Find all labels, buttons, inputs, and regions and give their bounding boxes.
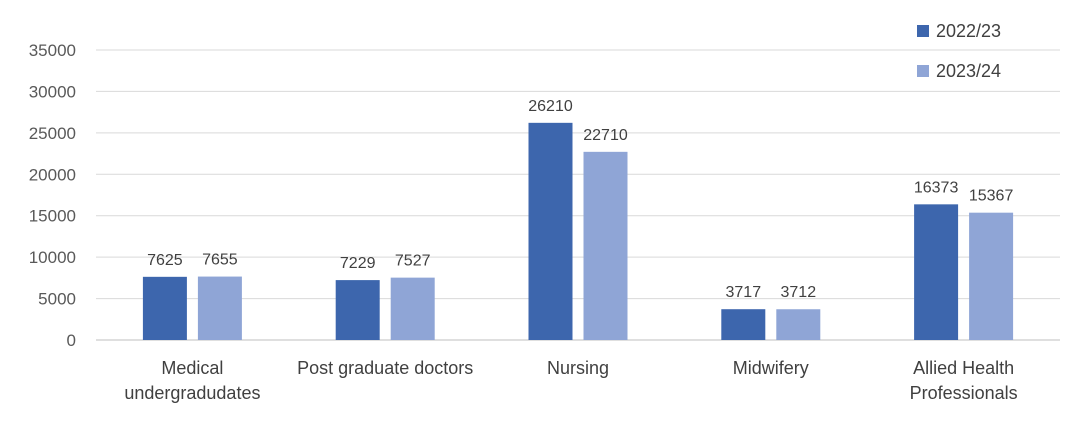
y-tick-label: 10000 — [29, 248, 76, 267]
gridlines — [96, 49, 1060, 341]
y-tick-label: 15000 — [29, 207, 76, 226]
bar — [528, 122, 573, 341]
data-label: 3712 — [781, 284, 817, 301]
legend: 2022/23 2023/24 — [917, 21, 1001, 81]
data-labels: 7625 7655 7229 7527 26210 22710 3717 3712 16373 1… — [147, 98, 1013, 301]
legend-swatch — [917, 65, 929, 77]
legend-swatch — [917, 25, 929, 37]
x-category-label: Allied Health — [913, 358, 1014, 378]
legend-label: 2023/24 — [936, 61, 1001, 81]
x-category-label: Professionals — [910, 383, 1018, 403]
x-category-label: Midwifery — [733, 358, 809, 378]
bar — [142, 276, 187, 340]
data-label: 3717 — [726, 284, 762, 301]
legend-label: 2022/23 — [936, 21, 1001, 41]
x-category-label: Post graduate doctors — [297, 358, 473, 378]
x-category-label: undergradudates — [124, 383, 260, 403]
y-tick-label: 5000 — [38, 290, 76, 309]
data-label: 15367 — [969, 188, 1014, 205]
bar — [197, 276, 242, 340]
bar — [914, 204, 959, 340]
bars — [142, 122, 1014, 341]
x-category-label: Nursing — [547, 358, 609, 378]
y-axis: 0 5000 10000 15000 20000 25000 30000 35000 — [29, 41, 76, 350]
data-label: 22710 — [583, 127, 628, 144]
y-tick-label: 20000 — [29, 165, 76, 184]
x-axis: Medical undergradudates Post graduate doct… — [124, 358, 1017, 403]
bar — [335, 280, 380, 340]
x-category-label: Medical — [161, 358, 223, 378]
y-tick-label: 25000 — [29, 124, 76, 143]
data-label: 26210 — [528, 98, 573, 115]
bar — [969, 212, 1014, 340]
bar — [776, 309, 821, 340]
data-label: 16373 — [914, 179, 959, 196]
data-label: 7655 — [202, 252, 238, 269]
bar — [721, 309, 766, 340]
data-label: 7229 — [340, 255, 376, 272]
bar — [390, 277, 435, 340]
data-label: 7527 — [395, 253, 431, 270]
y-tick-label: 35000 — [29, 41, 76, 60]
y-tick-label: 30000 — [29, 82, 76, 101]
bar — [583, 151, 628, 340]
data-label: 7625 — [147, 252, 183, 269]
y-tick-label: 0 — [67, 331, 76, 350]
